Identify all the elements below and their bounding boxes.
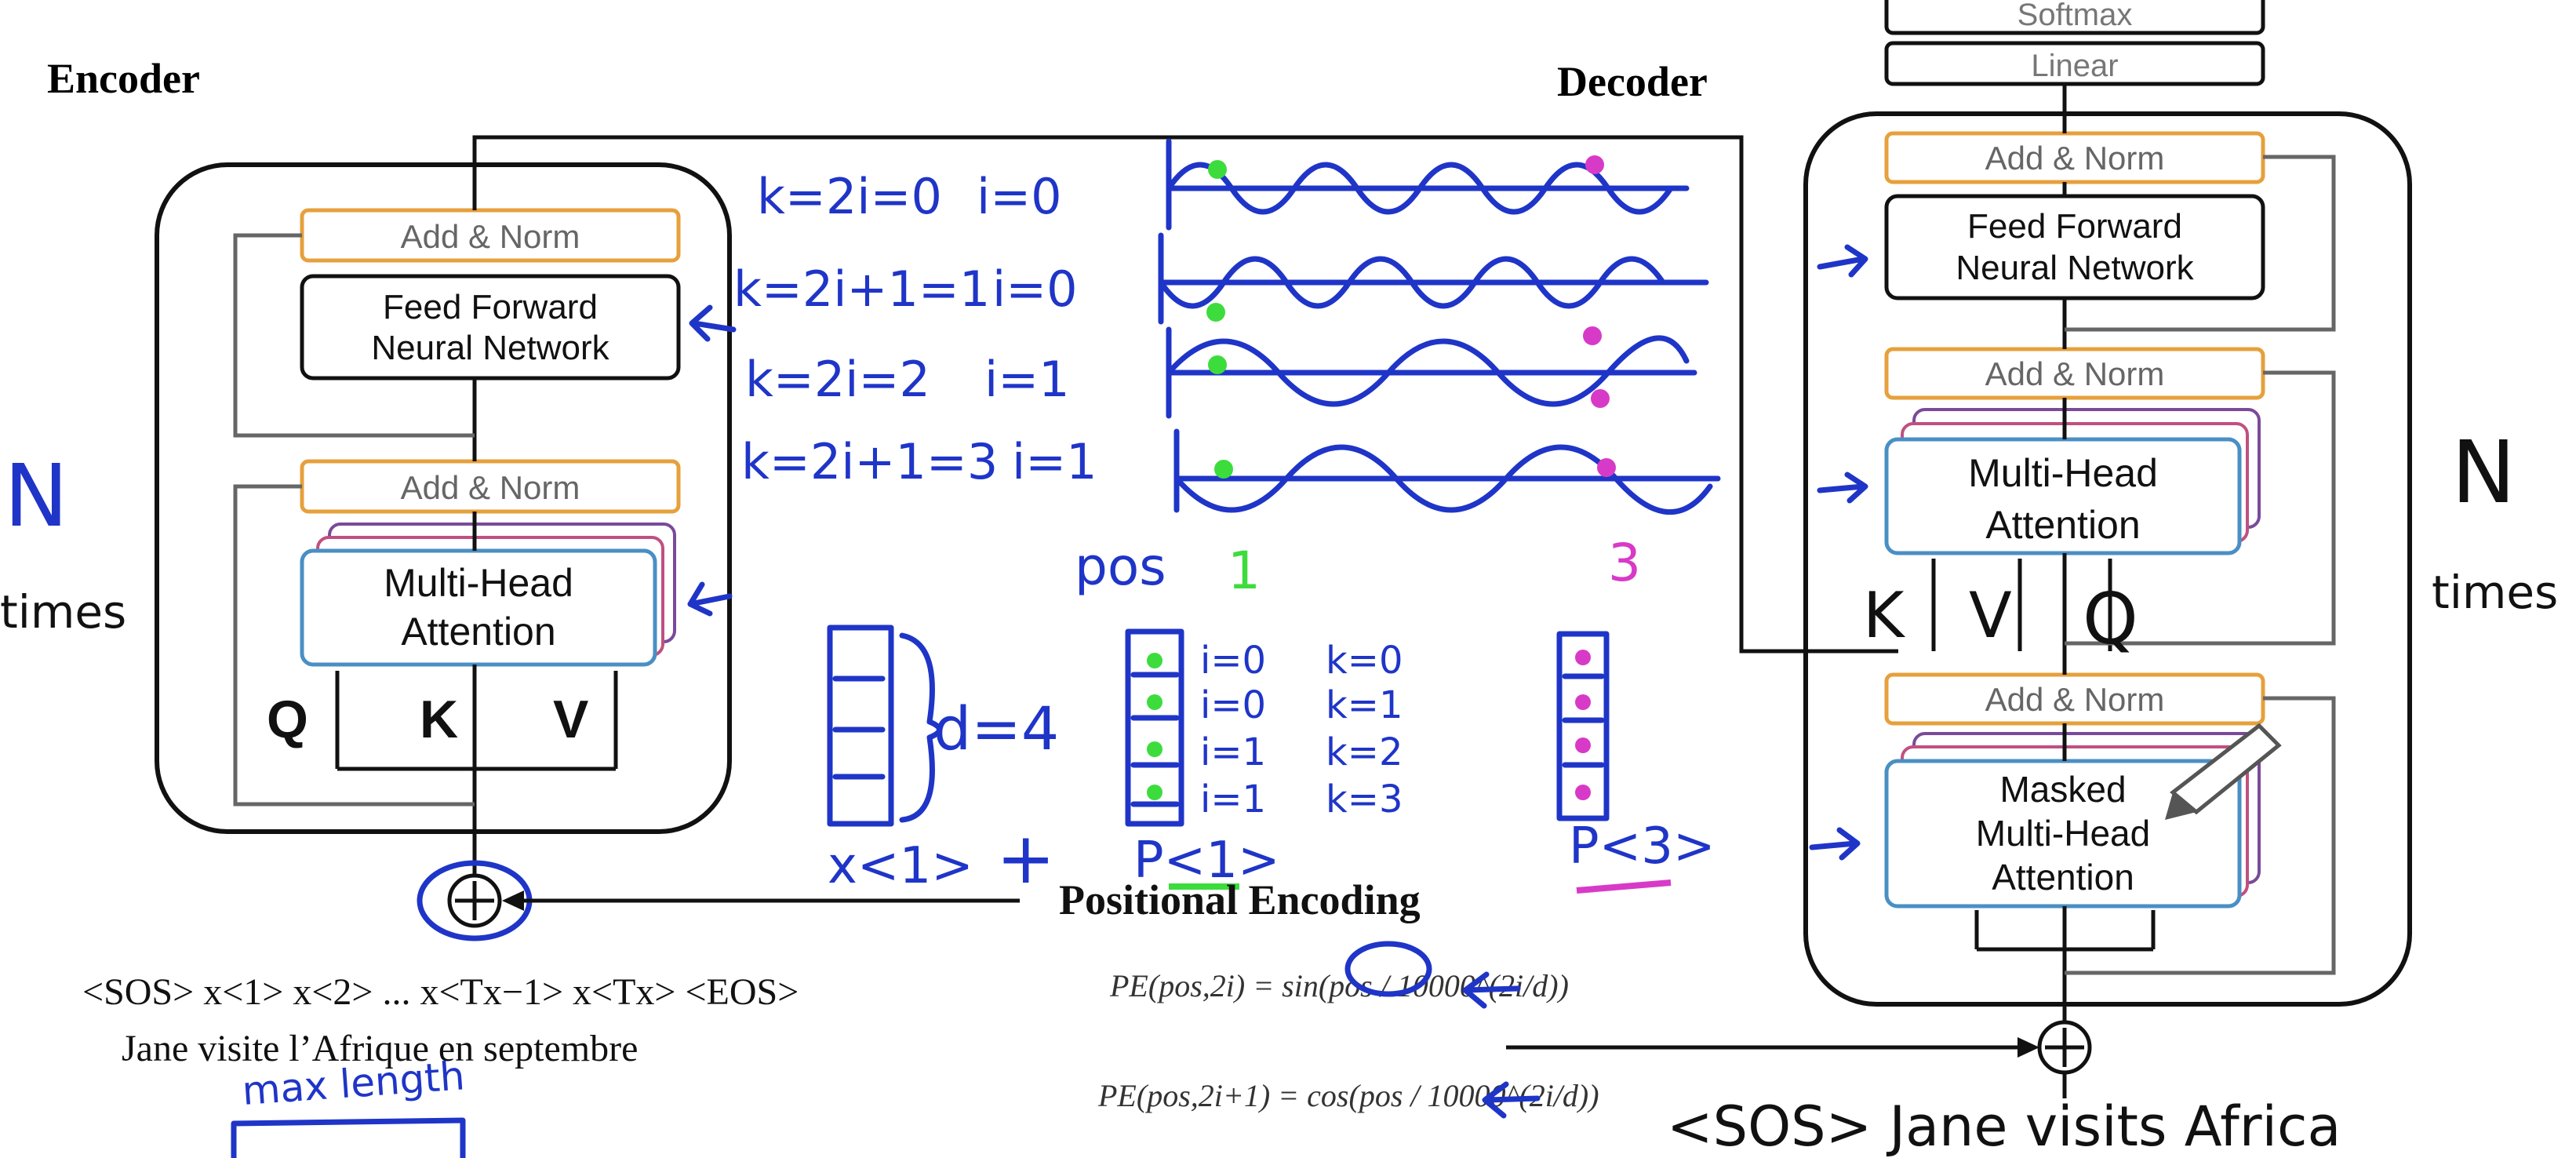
- row3-i-label: i=1: [984, 351, 1070, 408]
- decoder-residual-2: [2065, 370, 2336, 646]
- encoder-output-line: [472, 135, 1898, 654]
- decoder-masked-qkv-lines: [1974, 910, 2156, 952]
- pos-1-label: 1: [1228, 541, 1261, 601]
- encoder-mha-box: [300, 548, 657, 667]
- x1-label: x<1>: [828, 837, 973, 895]
- pe-title: Positional Encoding: [1059, 876, 1421, 923]
- input-sentence: Jane visite l’Afrique en septembre: [122, 1028, 638, 1069]
- decoder-block: [1803, 111, 2412, 1007]
- decoder-masked-line2: Multi-Head: [1976, 813, 2150, 854]
- decoder-mha-line2: Attention: [1985, 503, 2140, 547]
- max-length-bracket: [231, 1117, 466, 1158]
- decoder-linear-label: Linear: [2031, 49, 2118, 83]
- k3-label: k=3: [1326, 777, 1403, 821]
- decoder-input-arrows: [1809, 244, 1868, 861]
- pencil-icon: [2165, 723, 2282, 820]
- decoder-k-label: K: [1863, 579, 1906, 652]
- p3-label: P<3>: [1569, 818, 1716, 876]
- k2-label: k=2: [1326, 730, 1403, 774]
- row1-k-label: k=2i=0: [757, 168, 942, 225]
- decoder-add-norm-3-label: Add & Norm: [1985, 681, 2165, 718]
- encoder-q-label: Q: [267, 690, 308, 749]
- encoder-mha-line2: Attention: [401, 610, 555, 654]
- encoder-ffn-box: [300, 274, 681, 381]
- p1-label: P<1>: [1133, 832, 1280, 890]
- decoder-v-label: V: [1969, 579, 2012, 652]
- decoder-linear-box: [1884, 41, 2265, 86]
- p1-i1-b: i=1: [1200, 777, 1266, 821]
- p1-i0-a: i=0: [1200, 639, 1266, 683]
- pe-sin-arrow: [1462, 971, 1521, 1009]
- decoder-residual-3: [2065, 155, 2336, 332]
- encoder-input-arrows: [687, 304, 737, 617]
- decoder-ffn-box: [1884, 194, 2265, 300]
- row4-k-label: k=2i+1=3: [741, 433, 998, 490]
- row2-i-label: i=0: [992, 260, 1078, 318]
- encoder-times-label: times: [0, 585, 126, 639]
- encoder-mha-line1: Multi-Head: [384, 561, 573, 605]
- encoder-residual-2: [233, 233, 475, 438]
- row2-k-label: k=2i+1=1: [733, 260, 990, 318]
- wave-pink-dots: [1583, 155, 1616, 477]
- pe-cos-formula: PE(pos,2i+1) = cos(pos / 10000^(2i/d)): [1097, 1078, 1599, 1113]
- pe-cos-arrow: [1482, 1081, 1541, 1119]
- decoder-n-label: N: [2451, 422, 2516, 523]
- decoder-masked-line1: Masked: [1999, 769, 2126, 810]
- p1-i1-a: i=1: [1200, 730, 1266, 774]
- decoder-softmax-label: Softmax: [2018, 0, 2133, 32]
- wave-green-dots: [1206, 160, 1233, 479]
- p3-vector: [1556, 631, 1610, 821]
- decoder-ffn-line1: Feed Forward: [1967, 207, 2182, 246]
- decoder-pe-arrow-head: [2018, 1037, 2039, 1058]
- pe-pos-circle-annotation: [1344, 941, 1432, 997]
- x1-vector: [827, 625, 942, 827]
- encoder-k-label: K: [420, 690, 458, 749]
- plus-label: +: [996, 818, 1055, 900]
- encoder-ffn-line1: Feed Forward: [383, 288, 598, 326]
- input-tokens: <SOS> x<1> x<2> ... x<Tx−1> x<Tx> <EOS>: [82, 971, 799, 1013]
- encoder-v-label: V: [553, 690, 588, 749]
- d4-label: d=4: [933, 694, 1059, 763]
- pos-label: pos: [1075, 537, 1166, 597]
- p3-underline: [1576, 879, 1672, 894]
- encoder-add-norm-top-label: Add & Norm: [401, 218, 580, 255]
- encoder-qkv-lines: [335, 671, 618, 771]
- decoder-ffn-line2: Neural Network: [1956, 249, 2194, 287]
- decoder-mha-line1: Multi-Head: [1968, 451, 2158, 495]
- k0-label: k=0: [1326, 639, 1403, 683]
- encoder-title: Encoder: [47, 55, 200, 102]
- sine-wave-plots: [1158, 138, 1721, 515]
- decoder-masked-line3: Attention: [1992, 857, 2134, 898]
- decoder-kvq-lines: [1931, 559, 2112, 651]
- row1-i-label: i=0: [977, 168, 1062, 225]
- pe-arrow-head: [502, 890, 524, 911]
- decoder-add-plus: [2045, 1028, 2084, 1067]
- k1-label: k=1: [1326, 683, 1403, 727]
- decoder-times-label: times: [2432, 566, 2558, 619]
- encoder-add-norm-bottom-label: Add & Norm: [401, 469, 580, 506]
- pe-sin-formula: PE(pos,2i) = sin(pos / 10000^(2i/d)): [1109, 968, 1569, 1003]
- p1-i0-b: i=0: [1200, 683, 1266, 727]
- decoder-input-sentence: <SOS> Jane visits Africa: [1667, 1094, 2341, 1158]
- decoder-q-label: Q: [2083, 578, 2138, 661]
- row3-k-label: k=2i=2: [745, 351, 930, 408]
- decoder-residual-1: [2065, 696, 2336, 975]
- encoder-add-plus: [455, 881, 494, 920]
- encoder-n-label: N: [4, 446, 68, 546]
- decoder-title: Decoder: [1557, 58, 1708, 105]
- encoder-residual-1: [233, 484, 475, 807]
- decoder-add-norm-2-label: Add & Norm: [1985, 355, 2165, 392]
- pos-3-label: 3: [1608, 533, 1641, 593]
- decoder-softmax-box: [1884, 0, 2265, 35]
- encoder-block: [155, 162, 732, 834]
- decoder-add-norm-1-label: Add & Norm: [1985, 140, 2165, 177]
- p1-vector: [1125, 628, 1184, 827]
- row4-i-label: i=1: [1012, 433, 1097, 490]
- encoder-ffn-line2: Neural Network: [371, 329, 609, 367]
